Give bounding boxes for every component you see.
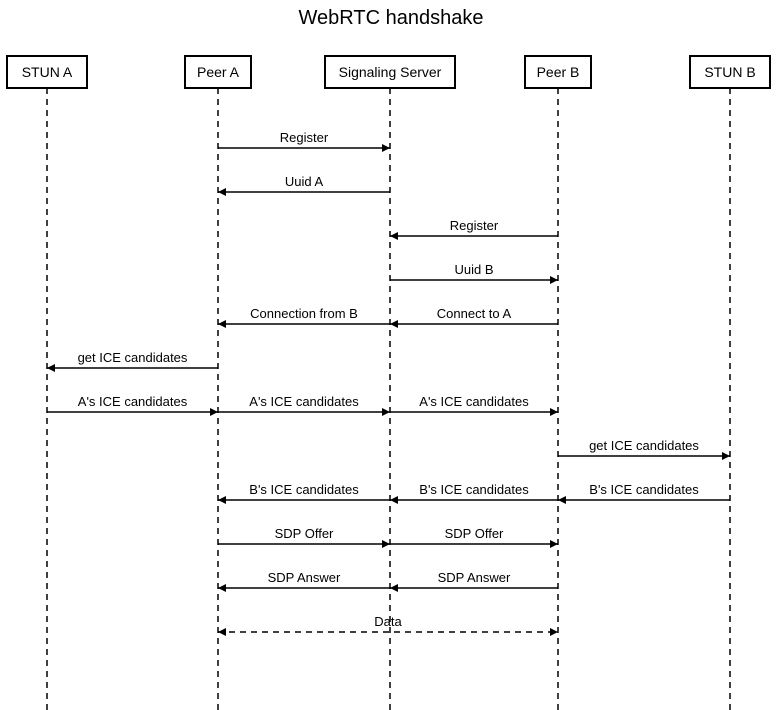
message-label-15: SDP Offer xyxy=(445,526,504,541)
sequence-diagram: WebRTC handshake STUN A Peer A Signaling Se… xyxy=(0,0,783,710)
message-label-4: Connect to A xyxy=(437,306,512,321)
message-label-12: B's ICE candidates xyxy=(419,482,529,497)
message-label-2: Register xyxy=(450,218,499,233)
participant-label-stunB: STUN B xyxy=(704,64,755,80)
message-label-17: SDP Answer xyxy=(268,570,341,585)
message-label-3: Uuid B xyxy=(454,262,493,277)
participant-label-peerA: Peer A xyxy=(197,64,240,80)
message-label-13: B's ICE candidates xyxy=(249,482,359,497)
message-label-1: Uuid A xyxy=(285,174,324,189)
message-label-11: B's ICE candidates xyxy=(589,482,699,497)
participant-label-peerB: Peer B xyxy=(537,64,580,80)
message-label-14: SDP Offer xyxy=(275,526,334,541)
message-label-9: A's ICE candidates xyxy=(419,394,529,409)
participant-label-stunA: STUN A xyxy=(22,64,73,80)
message-label-0: Register xyxy=(280,130,329,145)
message-label-5: Connection from B xyxy=(250,306,358,321)
diagram-title: WebRTC handshake xyxy=(299,7,484,29)
message-label-8: A's ICE candidates xyxy=(249,394,359,409)
message-label-16: SDP Answer xyxy=(438,570,511,585)
message-label-7: A's ICE candidates xyxy=(78,394,188,409)
participant-label-sig: Signaling Server xyxy=(339,64,442,80)
message-label-6: get ICE candidates xyxy=(78,350,188,365)
message-label-10: get ICE candidates xyxy=(589,438,699,453)
message-label-18: Data xyxy=(374,614,402,629)
